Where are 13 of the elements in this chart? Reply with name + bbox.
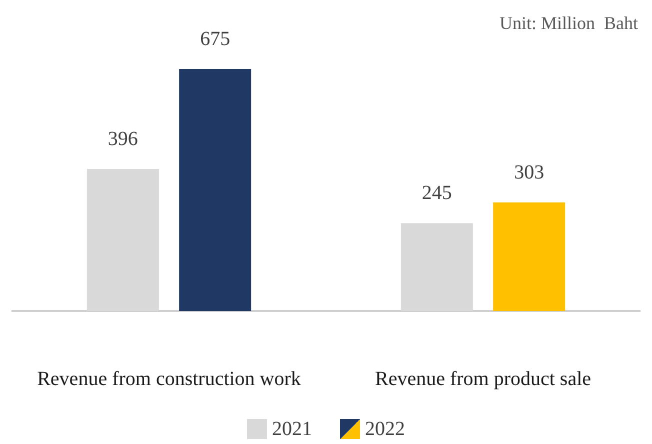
bar: [86, 169, 159, 311]
x-tick-label: Revenue from construction work: [37, 368, 301, 390]
legend-label: 2021: [272, 418, 312, 440]
x-tick-label: Revenue from product sale: [374, 368, 592, 390]
data-label: 675: [200, 28, 230, 50]
data-label: 303: [514, 161, 544, 184]
bar: [493, 202, 566, 311]
legend-label: 2022: [365, 418, 405, 440]
bar: [179, 68, 252, 311]
data-label: 396: [108, 128, 138, 150]
bar: [400, 223, 473, 311]
text: Unit: Million Baht: [499, 13, 638, 33]
data-label: 245: [422, 182, 452, 204]
